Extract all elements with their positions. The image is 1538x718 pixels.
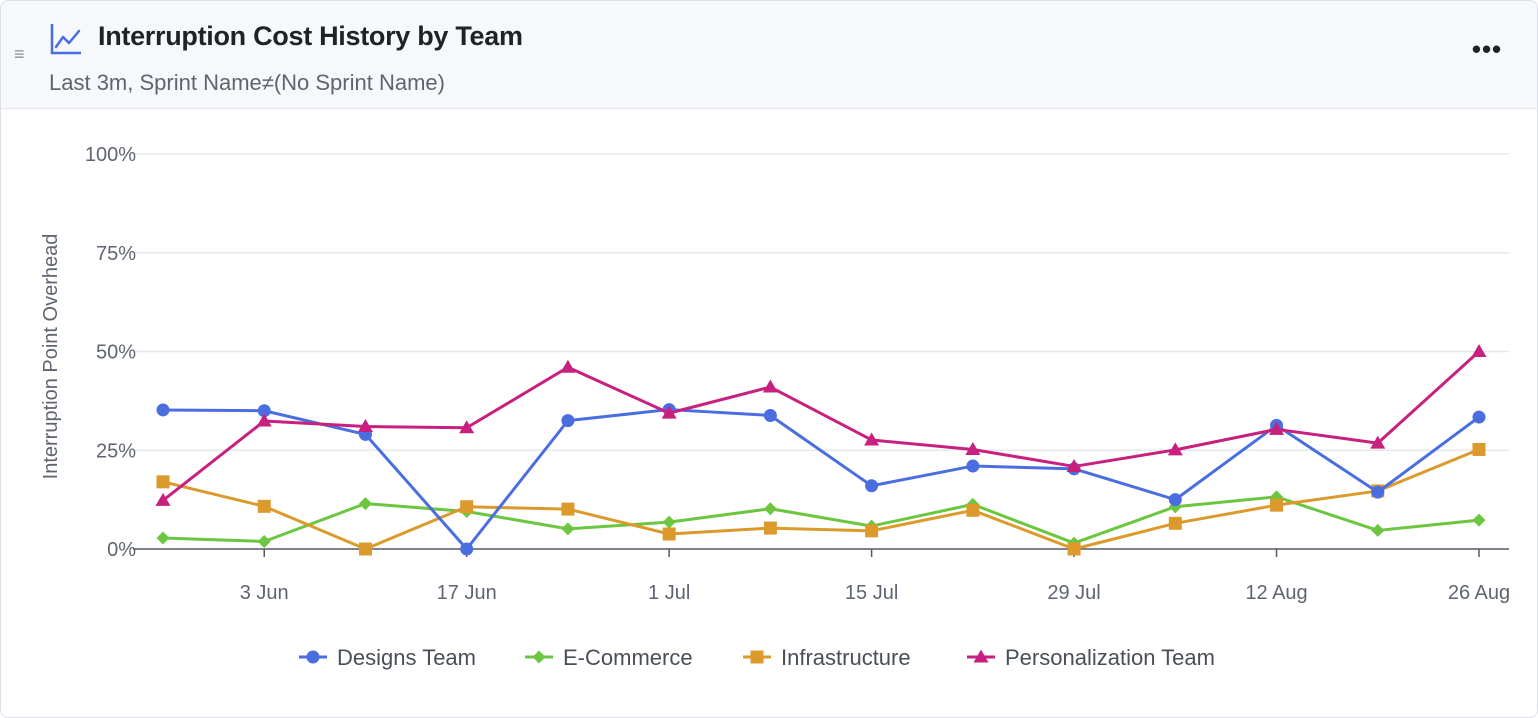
data-point[interactable] xyxy=(156,531,170,545)
data-point[interactable] xyxy=(662,527,676,541)
y-tick-label: 75% xyxy=(96,243,136,265)
series-group xyxy=(155,344,1487,556)
data-point[interactable] xyxy=(1472,442,1486,456)
card-header: ≡ Interruption Cost History by Team Last… xyxy=(1,1,1537,109)
data-point[interactable] xyxy=(460,500,474,514)
data-point[interactable] xyxy=(1472,513,1486,527)
x-tick-label: 26 Aug xyxy=(1448,582,1510,604)
legend-item-personalization-team[interactable]: Personalization Team xyxy=(967,645,1215,670)
more-menu-button[interactable]: ••• xyxy=(1471,34,1503,64)
data-point[interactable] xyxy=(966,459,980,473)
data-point[interactable] xyxy=(966,503,980,517)
data-point[interactable] xyxy=(662,515,676,529)
data-point[interactable] xyxy=(560,359,576,373)
legend-marker[interactable] xyxy=(532,650,546,664)
legend-label: Designs Team xyxy=(337,645,476,670)
data-point[interactable] xyxy=(358,542,372,556)
data-point[interactable] xyxy=(459,420,475,434)
data-point[interactable] xyxy=(358,497,372,511)
legend-marker[interactable] xyxy=(306,650,320,664)
data-point[interactable] xyxy=(1371,485,1385,499)
data-point[interactable] xyxy=(257,404,271,418)
x-tick-label: 29 Jul xyxy=(1047,582,1100,604)
data-point[interactable] xyxy=(256,413,272,427)
series-line-infrastructure xyxy=(162,448,1480,551)
data-point[interactable] xyxy=(155,492,171,506)
data-point[interactable] xyxy=(1471,344,1487,357)
data-point[interactable] xyxy=(965,441,981,455)
data-point[interactable] xyxy=(156,475,170,489)
y-tick-label: 25% xyxy=(96,440,136,462)
x-tick-label: 15 Jul xyxy=(845,582,898,604)
y-axis: 0% 25% 50% 75% 100% xyxy=(85,144,136,561)
data-point[interactable] xyxy=(1168,516,1182,530)
data-point[interactable] xyxy=(1270,498,1284,512)
data-point[interactable] xyxy=(661,405,677,419)
data-point[interactable] xyxy=(1067,542,1081,556)
data-point[interactable] xyxy=(257,499,271,513)
legend-item-e-commerce[interactable]: E-Commerce xyxy=(525,645,693,670)
legend-marker[interactable] xyxy=(750,650,764,664)
legend-item-infrastructure[interactable]: Infrastructure xyxy=(743,645,911,670)
data-point[interactable] xyxy=(561,414,575,428)
line-chart-icon xyxy=(50,24,81,55)
legend-label: Infrastructure xyxy=(781,645,911,670)
series-line-personalization-team xyxy=(162,350,1481,502)
series-line-e-commerce xyxy=(162,495,1480,545)
data-point[interactable] xyxy=(357,419,373,433)
data-point[interactable] xyxy=(156,403,170,417)
data-point[interactable] xyxy=(1066,458,1082,472)
data-point[interactable] xyxy=(257,534,271,548)
data-point[interactable] xyxy=(1472,410,1486,424)
line-chart: 0% 25% 50% 75% 100% 3 Jun 17 Jun 1 Jul 15 Jul 29… xyxy=(40,144,1510,670)
legend: Designs Team E-Commerce Infrastructure Pers… xyxy=(299,645,1215,670)
legend-marker[interactable] xyxy=(973,649,989,663)
series-e-commerce xyxy=(156,490,1486,550)
x-tick-label: 12 Aug xyxy=(1245,582,1307,604)
data-point[interactable] xyxy=(561,522,575,536)
gridlines xyxy=(133,153,1509,451)
data-point[interactable] xyxy=(1371,523,1385,537)
legend-label: Personalization Team xyxy=(1005,645,1215,670)
drag-handle-icon[interactable]: ≡ xyxy=(14,44,25,64)
data-point[interactable] xyxy=(763,521,777,535)
series-personalization-team xyxy=(155,344,1487,506)
data-point[interactable] xyxy=(561,502,575,516)
data-point[interactable] xyxy=(763,408,777,422)
data-point[interactable] xyxy=(1168,493,1182,507)
data-point[interactable] xyxy=(460,542,474,556)
data-point[interactable] xyxy=(1167,442,1183,456)
series-line-designs-team xyxy=(162,408,1480,551)
x-tick-label: 1 Jul xyxy=(648,582,690,604)
x-tick-label: 17 Jun xyxy=(437,582,497,604)
chart-title: Interruption Cost History by Team xyxy=(98,21,523,51)
data-point[interactable] xyxy=(865,479,879,493)
data-point[interactable] xyxy=(762,379,778,393)
data-point[interactable] xyxy=(865,524,879,538)
y-axis-title: Interruption Point Overhead xyxy=(40,234,62,480)
legend-label: E-Commerce xyxy=(563,645,693,670)
series-infrastructure xyxy=(156,442,1486,556)
data-point[interactable] xyxy=(864,432,880,446)
y-tick-label: 50% xyxy=(96,342,136,364)
data-point[interactable] xyxy=(1370,435,1386,449)
y-tick-label: 100% xyxy=(85,144,136,166)
x-tick-label: 3 Jun xyxy=(240,582,289,604)
y-tick-label: 0% xyxy=(107,539,136,561)
legend-item-designs-team[interactable]: Designs Team xyxy=(299,645,476,670)
chart-filter-subtitle: Last 3m, Sprint Name≠(No Sprint Name) xyxy=(49,70,445,95)
data-point[interactable] xyxy=(763,502,777,516)
x-axis: 3 Jun 17 Jun 1 Jul 15 Jul 29 Jul 12 Aug 26 Aug xyxy=(133,548,1510,604)
data-point[interactable] xyxy=(1269,421,1285,435)
